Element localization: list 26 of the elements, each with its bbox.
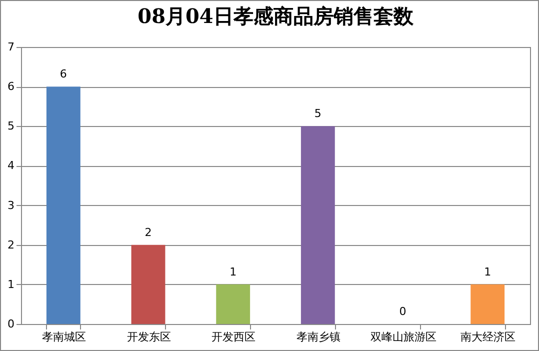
y-tick-label: 5 <box>8 120 14 133</box>
bar <box>300 126 335 324</box>
data-label: 6 <box>60 68 67 81</box>
bar <box>216 284 250 324</box>
data-label: 1 <box>230 265 237 278</box>
x-tick-label: 开发东区 <box>126 330 171 344</box>
data-label: 5 <box>314 107 322 120</box>
bar <box>46 86 80 324</box>
bar <box>470 284 505 324</box>
chart-title: 08月04日孝感商品房销售套数 <box>138 4 414 28</box>
y-tick-label: 3 <box>8 198 14 212</box>
y-tick-label: 0 <box>8 318 14 330</box>
data-label: 0 <box>399 305 406 318</box>
y-tick-label: 2 <box>8 238 14 252</box>
x-tick-label: 孝南城区 <box>42 330 86 344</box>
y-tick-label: 1 <box>8 278 14 291</box>
bar <box>131 244 166 324</box>
data-label: 2 <box>144 226 152 239</box>
y-tick-label: 7 <box>8 40 14 54</box>
x-tick-label: 南大经济区 <box>460 330 516 344</box>
y-tick-label: 4 <box>8 159 14 172</box>
x-tick-label: 双峰山旅游区 <box>370 330 436 344</box>
x-tick-label: 开发西区 <box>212 330 256 344</box>
x-tick-label: 孝南乡镇 <box>296 330 340 344</box>
data-label: 1 <box>484 265 492 278</box>
y-tick-label: 6 <box>8 80 14 94</box>
